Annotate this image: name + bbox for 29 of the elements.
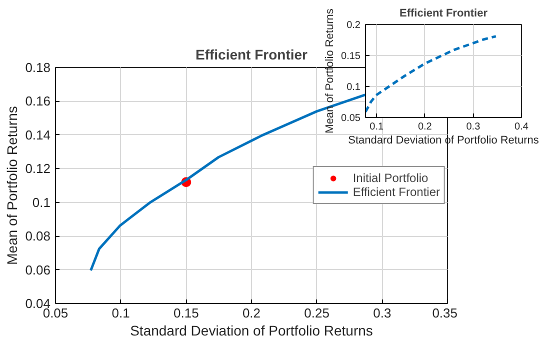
x-tick-label: 0.2 [418,122,432,132]
y-tick-label: 0.2 [346,20,361,31]
x-tick-label: 0.25 [304,306,330,320]
y-tick-label: 0.1 [32,194,51,210]
y-tick-label: 0.12 [25,161,51,176]
y-axis-title: Mean of Portfolio Returns [324,8,336,134]
y-tick-label: 0.06 [25,262,51,278]
y-tick-label: 0.15 [341,51,361,62]
y-tick-label: 0.16 [25,94,51,109]
line-series [366,35,498,114]
x-tick-label: 0.15 [174,306,199,320]
x-tick-label: 0.3 [466,122,481,132]
x-axis-title: Standard Deviation of Portfolio Returns [130,322,373,337]
x-tick-label: 0.4 [514,122,529,132]
y-tick-label: 0.18 [25,60,51,75]
legend-label: Efficient Frontier [352,185,440,199]
y-tick-label: 0.14 [25,127,51,142]
y-tick-label: 0.08 [25,228,51,244]
x-tick-label: 0.3 [373,306,392,320]
x-tick-label: 0.1 [112,306,130,320]
legend-label: Initial Portfolio [352,171,428,185]
chart-title: Efficient Frontier [399,8,488,20]
chart-title: Efficient Frontier [195,46,308,62]
y-axis-title: Mean of Portfolio Returns [4,106,20,265]
x-tick-label: 0.1 [370,122,384,132]
x-tick-label: 0.2 [242,306,261,320]
x-tick-label: 0.35 [432,306,458,320]
y-tick-label: 0.05 [341,113,361,124]
y-tick-label: 0.1 [346,82,361,93]
